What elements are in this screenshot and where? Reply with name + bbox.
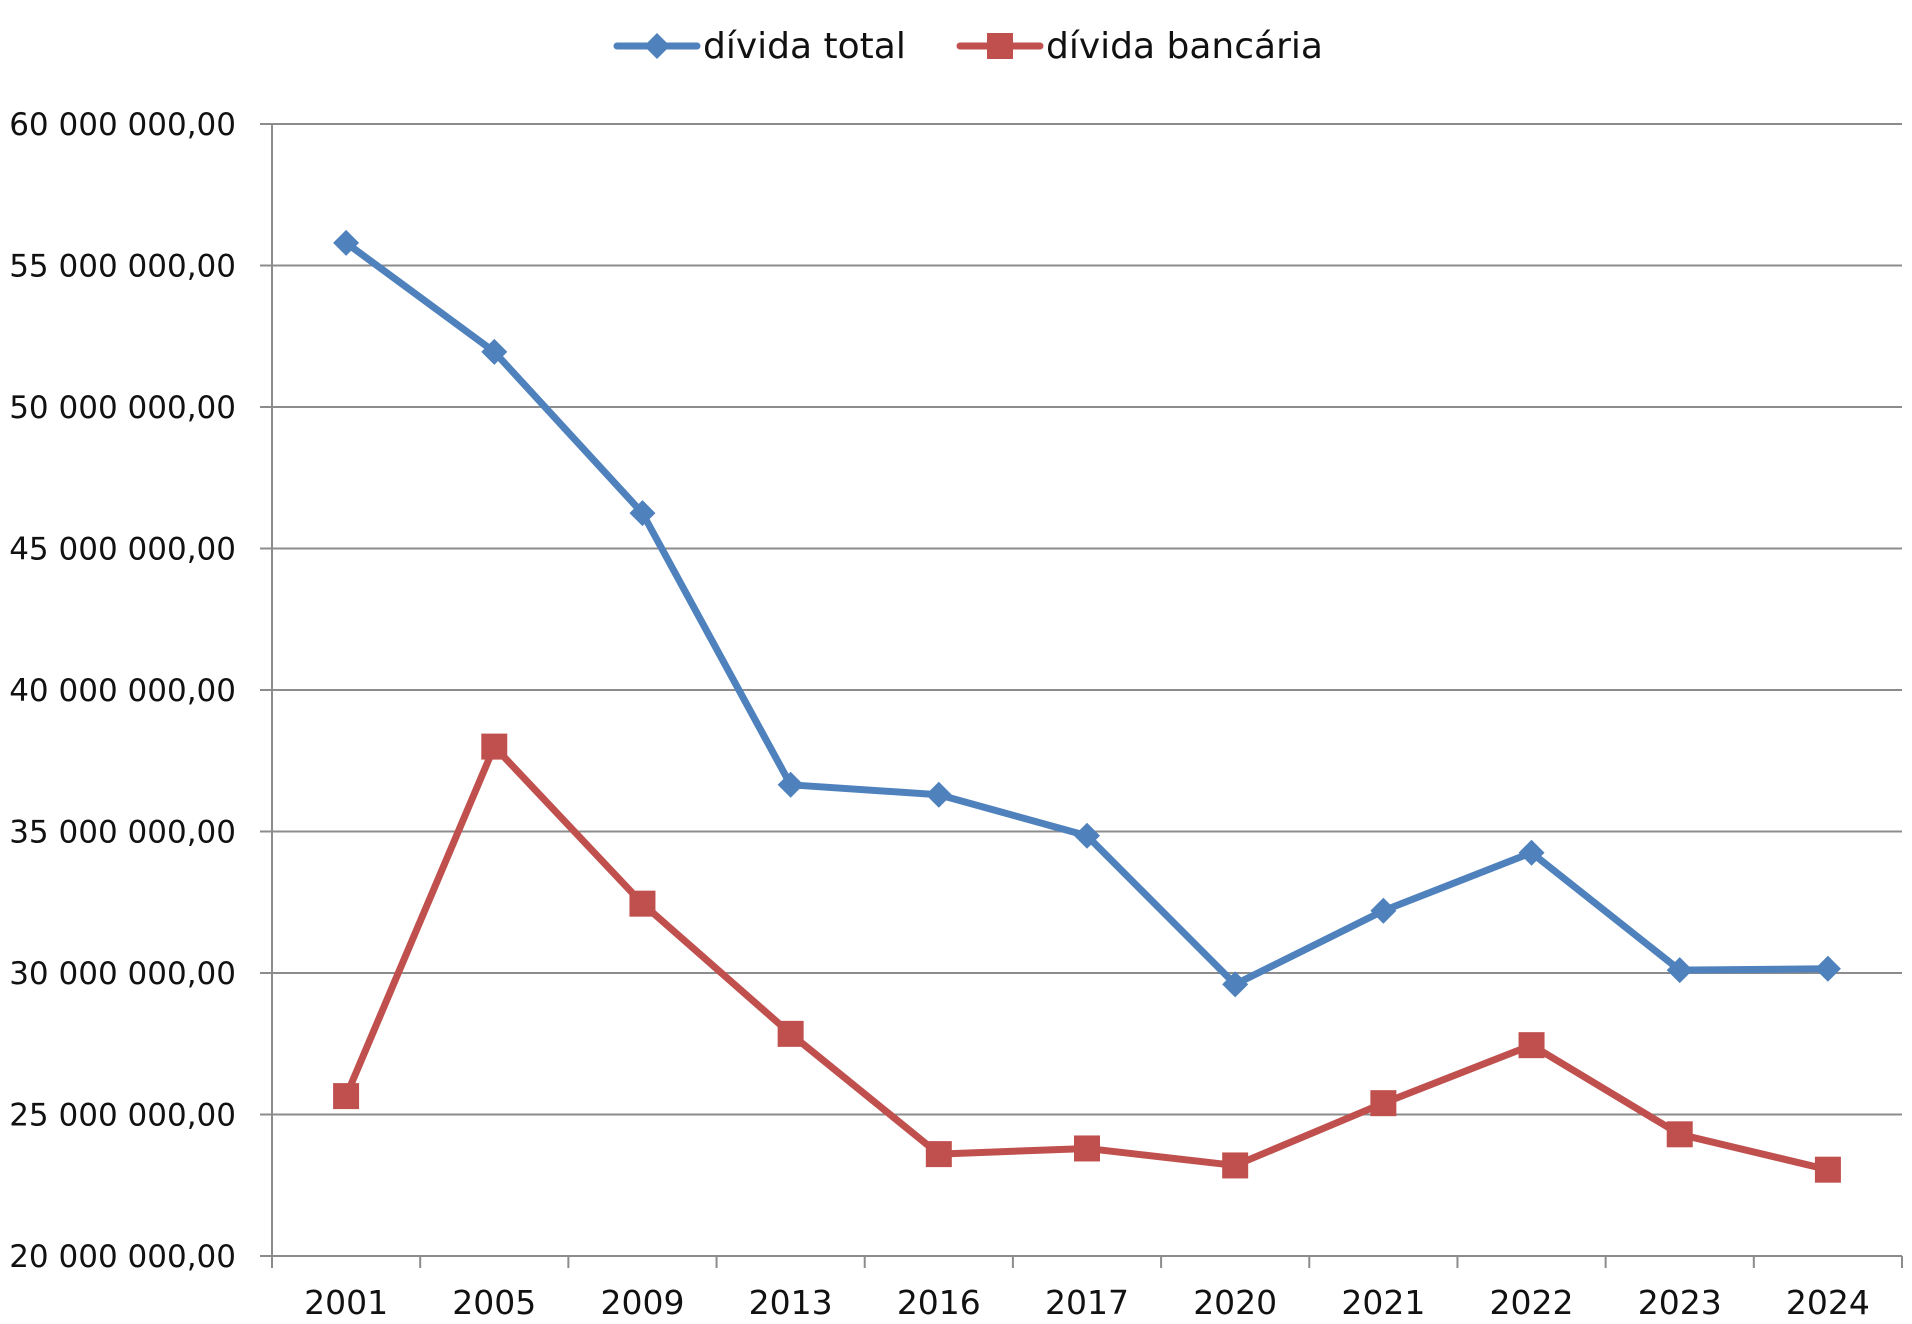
- data-point: [481, 733, 508, 760]
- data-series: [333, 229, 1841, 1183]
- x-tick-label: 2017: [1045, 1283, 1129, 1322]
- data-point: [629, 500, 656, 527]
- y-tick-label: 30 000 000,00: [9, 956, 236, 992]
- x-tick-label: 2021: [1341, 1283, 1425, 1322]
- legend-label: dívida total: [703, 26, 906, 67]
- data-point: [333, 229, 360, 256]
- data-point: [777, 1020, 804, 1047]
- series-1: [333, 229, 1841, 998]
- data-point: [481, 338, 508, 365]
- y-tick-label: 50 000 000,00: [9, 390, 236, 426]
- x-axis-ticks: 2001 2005 2009 2013 2016 2017 2020 2021 2022 2023…: [271, 1256, 1903, 1322]
- data-point: [925, 1141, 952, 1168]
- data-point: [1074, 1135, 1100, 1162]
- legend-label: dívida bancária: [1046, 26, 1323, 67]
- data-point: [1814, 1156, 1841, 1183]
- chart-legend: dívida total dívida bancária: [613, 26, 1323, 67]
- x-tick-label: 2020: [1193, 1283, 1277, 1322]
- y-tick-label: 35 000 000,00: [9, 815, 236, 851]
- x-tick-label: 2023: [1638, 1283, 1722, 1322]
- data-point: [1814, 955, 1841, 982]
- y-tick-label: 20 000 000,00: [9, 1239, 236, 1275]
- y-tick-label: 25 000 000,00: [9, 1098, 236, 1134]
- x-tick-label: 2009: [600, 1283, 684, 1322]
- data-point: [925, 781, 952, 808]
- x-tick-label: 2016: [897, 1283, 981, 1322]
- data-point: [333, 1083, 360, 1110]
- x-tick-label: 2013: [749, 1283, 833, 1322]
- gridlines: [272, 123, 1902, 1116]
- data-point: [1222, 971, 1249, 998]
- series-2: [333, 733, 1841, 1183]
- y-tick-label: 40 000 000,00: [9, 673, 236, 709]
- legend-marker: [644, 33, 670, 59]
- data-point: [1666, 1121, 1693, 1148]
- data-point: [629, 890, 656, 917]
- y-tick-label: 55 000 000,00: [9, 249, 236, 285]
- x-tick-label: 2001: [304, 1283, 388, 1322]
- data-point: [1666, 957, 1693, 984]
- data-point: [777, 771, 804, 798]
- data-point: [1518, 839, 1545, 866]
- legend-item: dívida bancária: [956, 26, 1323, 67]
- legend-marker: [987, 33, 1013, 59]
- data-point: [1518, 1032, 1545, 1059]
- data-point: [1074, 822, 1100, 849]
- x-tick-label: 2022: [1490, 1283, 1574, 1322]
- y-tick-label: 45 000 000,00: [9, 532, 236, 568]
- series-line: [342, 743, 1832, 1174]
- x-tick-label: 2005: [452, 1283, 536, 1322]
- series-line: [342, 239, 1832, 988]
- y-tick-label: 60 000 000,00: [9, 107, 236, 143]
- data-point: [1370, 1090, 1397, 1117]
- x-tick-label: 2024: [1786, 1283, 1870, 1322]
- data-point: [1370, 897, 1397, 924]
- y-axis-ticks: 20 000 000,00 25 000 000,00 30 000 000,00 3…: [9, 107, 272, 1275]
- data-point: [1222, 1152, 1249, 1179]
- legend-item: dívida total: [613, 26, 906, 67]
